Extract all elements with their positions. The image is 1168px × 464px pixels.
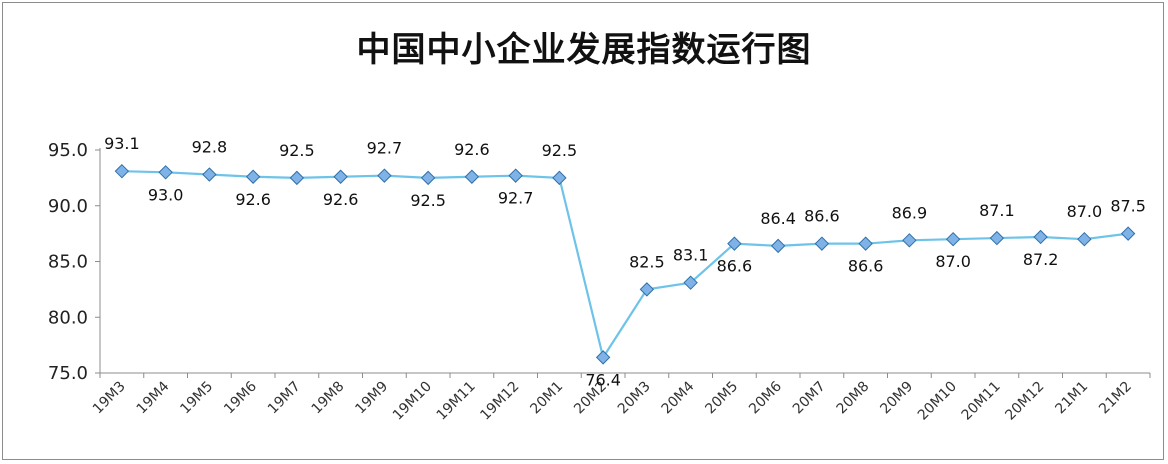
data-point xyxy=(464,169,480,184)
data-label: 86.6 xyxy=(717,257,753,276)
x-tick-label: 19M5 xyxy=(177,379,216,418)
data-label: 87.0 xyxy=(1067,202,1103,221)
x-tick-label: 20M10 xyxy=(915,379,960,424)
data-point xyxy=(202,167,217,182)
x-tick-label: 19M3 xyxy=(90,379,129,418)
data-label: 86.6 xyxy=(804,207,840,226)
data-label: 92.6 xyxy=(235,190,271,209)
data-point xyxy=(814,236,830,251)
chart-title: 中国中小企业发展指数运行图 xyxy=(356,30,812,70)
data-label: 87.5 xyxy=(1110,197,1146,216)
data-point xyxy=(902,233,917,248)
data-label: 86.6 xyxy=(848,257,884,276)
data-point xyxy=(1120,226,1136,241)
x-tick-label: 20M4 xyxy=(659,378,698,417)
data-label: 92.6 xyxy=(454,140,490,159)
data-label: 93.0 xyxy=(148,185,184,204)
x-tick-label: 19M9 xyxy=(352,379,391,418)
data-label: 92.5 xyxy=(279,141,315,160)
data-point xyxy=(727,236,742,251)
data-point xyxy=(377,168,392,183)
x-tick-label: 20M11 xyxy=(959,379,1004,424)
x-tick-label: 20M8 xyxy=(834,379,873,418)
data-label: 92.6 xyxy=(323,190,359,209)
data-point xyxy=(508,168,523,183)
data-label: 92.7 xyxy=(367,139,403,158)
data-label: 92.8 xyxy=(192,138,228,157)
x-tick-label: 19M10 xyxy=(390,379,435,424)
x-tick-label: 19M12 xyxy=(477,379,522,424)
data-point xyxy=(420,170,436,186)
data-point xyxy=(989,230,1005,246)
x-tick-label: 19M8 xyxy=(309,379,348,418)
data-point xyxy=(1077,231,1092,247)
data-label: 93.1 xyxy=(104,134,140,153)
data-point xyxy=(158,165,173,180)
data-label: 76.4 xyxy=(585,370,621,389)
data-point xyxy=(289,170,305,186)
y-tick-label: 75.0 xyxy=(48,363,88,384)
data-label: 92.5 xyxy=(542,141,578,160)
data-label: 86.9 xyxy=(892,203,928,222)
series-line xyxy=(121,170,1129,361)
data-point xyxy=(245,169,261,184)
x-tick-label: 20M5 xyxy=(702,379,741,418)
x-tick-label: 20M7 xyxy=(790,379,829,418)
x-tick-label: 20M12 xyxy=(1002,379,1047,424)
data-point xyxy=(114,163,130,179)
data-label: 83.1 xyxy=(673,246,709,265)
x-tick-label: 20M9 xyxy=(877,379,916,418)
data-label: 87.1 xyxy=(979,201,1015,220)
data-label: 82.5 xyxy=(629,252,665,271)
data-point xyxy=(1033,229,1048,245)
x-tick-label: 19M11 xyxy=(434,379,479,424)
y-tick-label: 80.0 xyxy=(48,307,88,328)
data-label: 87.2 xyxy=(1023,250,1059,269)
data-label: 86.4 xyxy=(760,209,796,228)
x-tick-label: 20M6 xyxy=(746,378,785,417)
data-point xyxy=(945,231,961,247)
y-tick-label: 85.0 xyxy=(48,252,88,273)
data-point xyxy=(639,282,655,297)
data-point xyxy=(333,169,348,184)
data-label: 92.5 xyxy=(410,191,446,210)
data-point xyxy=(683,275,698,290)
y-tick-label: 95.0 xyxy=(48,140,88,161)
data-point xyxy=(858,236,873,251)
data-label: 87.0 xyxy=(935,252,971,271)
data-label: 92.7 xyxy=(498,189,534,208)
data-point xyxy=(770,238,786,254)
x-tick-label: 19M7 xyxy=(265,379,304,418)
data-point xyxy=(552,170,567,186)
x-tick-label: 20M1 xyxy=(527,379,566,418)
x-tick-label: 21M1 xyxy=(1052,379,1091,418)
x-tick-label: 19M4 xyxy=(134,378,173,417)
y-tick-label: 90.0 xyxy=(48,196,88,217)
data-point xyxy=(595,350,611,365)
x-tick-label: 19M6 xyxy=(221,378,260,417)
x-tick-label: 21M2 xyxy=(1096,379,1135,418)
